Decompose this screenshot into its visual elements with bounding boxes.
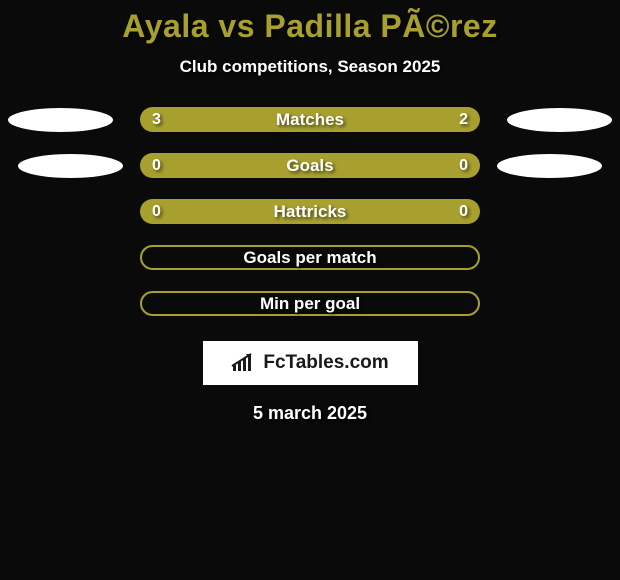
stat-row: 0 Goals 0 xyxy=(0,153,620,178)
logo-box: FcTables.com xyxy=(203,341,418,385)
player-marker-right xyxy=(507,108,612,132)
stat-value-right: 0 xyxy=(459,203,468,221)
stat-value-right: 2 xyxy=(459,111,468,129)
stat-bar-min-per-goal: Min per goal xyxy=(140,291,480,316)
stat-value-left: 3 xyxy=(152,111,161,129)
subtitle: Club competitions, Season 2025 xyxy=(0,57,620,77)
stat-value-left: 0 xyxy=(152,203,161,221)
logo-text: FcTables.com xyxy=(263,352,388,374)
date-text: 5 march 2025 xyxy=(0,403,620,424)
stat-bar-goals-per-match: Goals per match xyxy=(140,245,480,270)
stat-row: Min per goal xyxy=(0,291,620,316)
stat-bar-hattricks: 0 Hattricks 0 xyxy=(140,199,480,224)
player-marker-right xyxy=(497,154,602,178)
stat-label: Goals per match xyxy=(243,248,376,268)
stats-rows: 3 Matches 2 0 Goals 0 0 Hattricks 0 xyxy=(0,107,620,385)
player-marker-left xyxy=(8,108,113,132)
stat-label: Hattricks xyxy=(274,202,347,222)
stat-label: Goals xyxy=(286,156,333,176)
stat-bar-goals: 0 Goals 0 xyxy=(140,153,480,178)
stat-bar-matches: 3 Matches 2 xyxy=(140,107,480,132)
main-container: Ayala vs Padilla PÃ©rez Club competition… xyxy=(0,0,620,424)
page-title: Ayala vs Padilla PÃ©rez xyxy=(0,8,620,45)
chart-icon xyxy=(231,353,259,373)
stat-value-right: 0 xyxy=(459,157,468,175)
stat-row: Goals per match xyxy=(0,245,620,270)
stat-label: Matches xyxy=(276,110,344,130)
stat-value-left: 0 xyxy=(152,157,161,175)
stat-row: 3 Matches 2 xyxy=(0,107,620,132)
stat-row: 0 Hattricks 0 xyxy=(0,199,620,224)
player-marker-left xyxy=(18,154,123,178)
stat-label: Min per goal xyxy=(260,294,360,314)
